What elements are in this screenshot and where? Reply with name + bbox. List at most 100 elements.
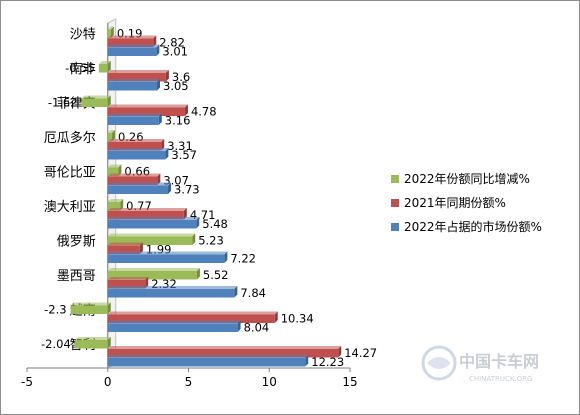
bar-top-face xyxy=(107,208,187,211)
bar-side-face xyxy=(338,346,342,358)
bar-top-face xyxy=(81,95,111,99)
data-label: -0.55 xyxy=(65,61,95,75)
bar xyxy=(107,185,168,194)
data-label: 5.52 xyxy=(203,268,229,282)
data-label: 3.31 xyxy=(167,139,193,153)
bar-side-face xyxy=(234,286,238,298)
category-label: 沙特 xyxy=(70,27,96,42)
watermark-globe-icon xyxy=(421,345,457,381)
bar-side-face xyxy=(107,95,111,107)
bar xyxy=(107,107,185,116)
bar xyxy=(98,64,108,73)
legend-swatch xyxy=(391,175,399,183)
bar-side-face xyxy=(110,26,114,38)
bar-side-face xyxy=(120,199,124,211)
bar-side-face xyxy=(145,277,149,289)
x-tick-label: -5 xyxy=(21,375,33,389)
bar xyxy=(107,254,225,263)
data-label: 8.04 xyxy=(244,321,270,335)
data-label: 3.57 xyxy=(171,148,197,162)
bar-top-face xyxy=(107,277,149,280)
data-label: 3.01 xyxy=(162,45,188,59)
data-label: 10.34 xyxy=(281,312,314,326)
bar-top-face xyxy=(107,346,342,349)
bar-top-face xyxy=(107,268,200,271)
bar xyxy=(107,151,166,160)
data-label: -1.62 xyxy=(48,96,78,110)
bar-top-face xyxy=(107,217,200,220)
bar xyxy=(107,211,184,220)
x-tick-label: 5 xyxy=(185,375,193,389)
data-label: 12.23 xyxy=(311,355,344,369)
bar xyxy=(74,340,108,349)
bar-top-face xyxy=(107,251,228,255)
bar xyxy=(107,29,111,38)
bar-top-face xyxy=(107,355,309,358)
data-label: 3.05 xyxy=(163,79,189,93)
bar-side-face xyxy=(224,251,228,263)
bar xyxy=(107,289,235,298)
bar-top-face xyxy=(107,199,124,202)
bar xyxy=(107,142,162,151)
watermark-title: 中国卡车网 xyxy=(459,352,539,371)
bar-top-face xyxy=(107,113,162,117)
x-tick-label: 10 xyxy=(262,375,277,389)
data-label: 7.22 xyxy=(230,252,256,266)
bar-top-face xyxy=(107,286,238,289)
category-label: 厄瓜多尔 xyxy=(44,130,96,146)
category-label: 俄罗斯 xyxy=(57,234,96,249)
bar-top-face xyxy=(107,44,160,48)
bar-top-face xyxy=(107,26,114,30)
data-label: 3.6 xyxy=(172,70,190,84)
bar xyxy=(107,47,157,56)
bar xyxy=(107,202,121,211)
bar-side-face xyxy=(111,130,115,142)
bar xyxy=(107,236,193,245)
bar-top-face xyxy=(107,139,165,142)
bar-side-face xyxy=(156,44,160,56)
bar-side-face xyxy=(165,148,169,160)
bar-side-face xyxy=(139,242,143,254)
bar-side-face xyxy=(107,61,111,73)
bar-side-face xyxy=(237,320,241,332)
data-label: 3.73 xyxy=(174,183,200,197)
watermark-logo: 中国卡车网 CHINATRUCK.ORG xyxy=(419,341,564,401)
bar xyxy=(107,73,166,82)
bar xyxy=(107,314,275,323)
data-label: 3.16 xyxy=(165,114,191,128)
bar-top-face xyxy=(98,61,111,64)
bar-top-face xyxy=(107,233,196,237)
bar-side-face xyxy=(184,104,188,116)
bar xyxy=(107,323,238,332)
x-tick-label: 15 xyxy=(342,375,357,389)
bar-top-face xyxy=(74,337,111,340)
bar-top-face xyxy=(107,311,278,315)
bar xyxy=(107,349,339,358)
bar-top-face xyxy=(107,35,157,39)
bar-top-face xyxy=(107,173,161,177)
category-label: 哥伦比亚 xyxy=(44,165,96,180)
data-label: -2.3 xyxy=(44,303,66,317)
bar-side-face xyxy=(274,311,278,323)
bar-side-face xyxy=(167,182,171,194)
bar xyxy=(107,133,112,142)
legend-label: 2022年占据的市场份额% xyxy=(404,219,542,234)
bar-side-face xyxy=(196,268,200,280)
bar-top-face xyxy=(107,130,115,133)
data-label: 14.27 xyxy=(344,346,377,360)
bar-top-face xyxy=(107,148,169,151)
x-tick-label: 0 xyxy=(104,375,112,389)
data-label: 4.78 xyxy=(191,105,217,119)
bar-top-face xyxy=(107,242,143,246)
bar-side-face xyxy=(153,35,157,47)
data-label: -2.04 xyxy=(41,337,71,351)
bar-top-face xyxy=(107,70,169,73)
bar-side-face xyxy=(183,208,187,220)
bar-side-face xyxy=(165,70,169,82)
category-label: 南非 xyxy=(70,61,96,77)
category-label: 澳大利亚 xyxy=(44,199,96,215)
bar xyxy=(107,280,146,289)
bar-side-face xyxy=(158,113,162,125)
